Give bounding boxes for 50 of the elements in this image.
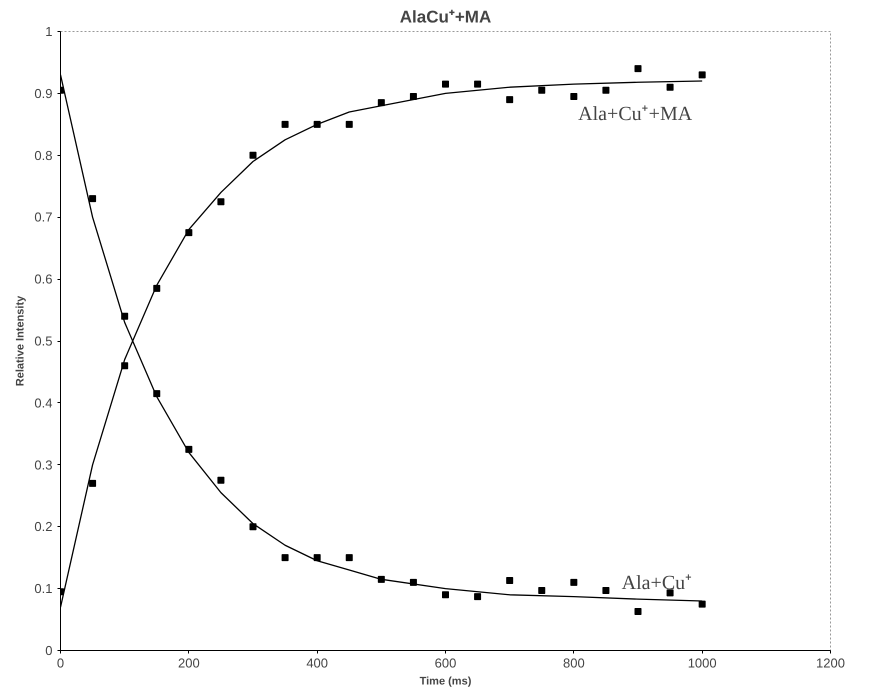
y-tick-label: 0.6 xyxy=(34,272,53,287)
y-tick-label: 0.1 xyxy=(34,581,53,596)
point xyxy=(538,86,546,94)
y-axis-title: Relative Intensity xyxy=(14,294,26,386)
point xyxy=(89,195,96,202)
point xyxy=(666,589,674,596)
point xyxy=(634,608,642,616)
point xyxy=(506,96,514,104)
x-tick-label: 600 xyxy=(434,656,456,670)
point xyxy=(250,152,256,159)
point xyxy=(506,577,514,584)
series-label: Ala+Cu⁺+MA xyxy=(578,102,693,125)
x-tick-label: 1000 xyxy=(688,656,717,670)
x-axis-title: Time (ms) xyxy=(420,676,472,688)
x-tick-label: 0 xyxy=(56,656,64,670)
point xyxy=(217,476,224,484)
point xyxy=(570,92,578,100)
point xyxy=(570,578,578,586)
y-tick-label: 0 xyxy=(45,643,53,658)
y-tick-label: 0.5 xyxy=(34,334,53,348)
y-tick-label: 0.4 xyxy=(34,395,53,410)
y-tick-label: 0.3 xyxy=(34,457,53,472)
point xyxy=(474,80,482,88)
y-tick-label: 0.2 xyxy=(34,519,53,534)
point xyxy=(282,120,289,128)
x-tick-label: 800 xyxy=(562,656,585,670)
point xyxy=(602,86,610,94)
point xyxy=(634,65,642,72)
point xyxy=(602,586,610,594)
point xyxy=(698,71,706,78)
y-tick-label: 0.8 xyxy=(34,148,53,163)
point xyxy=(442,591,449,598)
point xyxy=(442,80,449,88)
x-tick-label: 400 xyxy=(306,656,328,670)
point xyxy=(346,120,353,128)
point xyxy=(282,554,289,562)
point xyxy=(666,84,674,91)
y-tick-label: 0.7 xyxy=(34,210,53,225)
point xyxy=(474,593,482,600)
point xyxy=(698,600,706,608)
point xyxy=(346,554,353,562)
chart-title: AlaCu⁺+MA xyxy=(400,8,492,26)
y-tick-label: 0.9 xyxy=(34,86,53,101)
series-label: Ala+Cu⁺ xyxy=(622,572,692,594)
point xyxy=(538,586,546,594)
point xyxy=(217,198,224,206)
y-tick-label: 1 xyxy=(45,24,53,39)
point xyxy=(89,480,96,487)
x-tick-label: 1200 xyxy=(816,656,845,670)
x-tick-label: 200 xyxy=(178,656,200,670)
